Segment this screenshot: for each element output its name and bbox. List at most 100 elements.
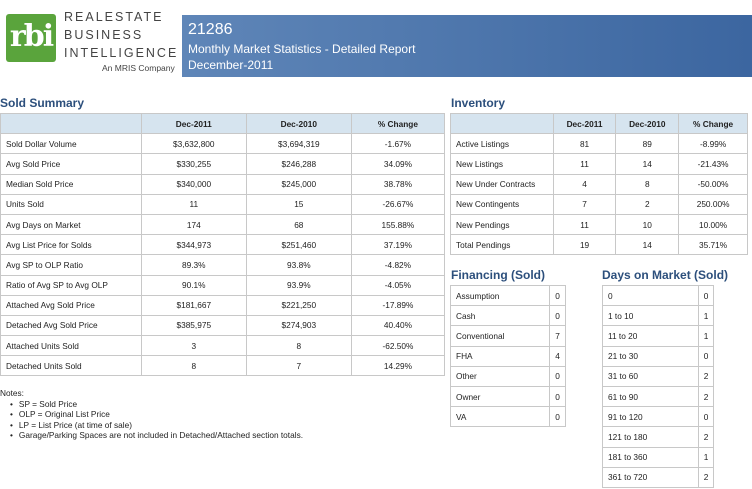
row-count: 0 bbox=[698, 406, 714, 428]
row-count: 0 bbox=[549, 284, 566, 307]
current-value: 4 bbox=[552, 173, 617, 195]
current-value: 81 bbox=[552, 133, 617, 155]
prior-value: 89 bbox=[615, 133, 680, 155]
notes-list: SP = Sold Price OLP = Original List Pric… bbox=[10, 399, 303, 441]
row-count: 0 bbox=[698, 284, 714, 307]
prior-value: 14 bbox=[615, 153, 680, 175]
column-header: Dec-2011 bbox=[552, 112, 617, 135]
percent-change: -4.82% bbox=[350, 254, 446, 276]
table-row: Avg Sold Price $330,255 $246,288 34.09% bbox=[0, 153, 446, 175]
table-row: 31 to 60 2 bbox=[601, 365, 714, 387]
logo-mark: rbi bbox=[6, 14, 56, 62]
sold-summary-table: Dec-2011 Dec-2010 % Change Sold Dollar V… bbox=[0, 112, 446, 377]
current-value: 90.1% bbox=[140, 274, 247, 296]
row-label: Avg Days on Market bbox=[0, 213, 142, 236]
table-row: VA 0 bbox=[449, 406, 566, 428]
prior-value: 93.8% bbox=[245, 254, 352, 276]
table-row: Attached Avg Sold Price $181,667 $221,250-… bbox=[0, 294, 446, 316]
table-row: Sold Dollar Volume $3,632,800 $3,694,319 -1… bbox=[0, 133, 446, 155]
row-label: FHA bbox=[449, 345, 551, 367]
current-value: $330,255 bbox=[140, 153, 247, 175]
note-item: SP = Sold Price bbox=[10, 399, 303, 410]
prior-value: $245,000 bbox=[245, 173, 352, 195]
table-row: FHA 4 bbox=[449, 345, 566, 367]
table-row: 361 to 720 2 bbox=[601, 466, 714, 488]
table-row: 21 to 30 0 bbox=[601, 345, 714, 367]
table-row: Assumption 0 bbox=[449, 284, 566, 307]
percent-change: -21.43% bbox=[678, 153, 748, 175]
prior-value: 15 bbox=[245, 193, 352, 215]
table-row: 11 to 20 1 bbox=[601, 325, 714, 347]
table-row: Median Sold Price $340,000 $245,000 38.78% bbox=[0, 173, 446, 195]
prior-value: 68 bbox=[245, 213, 352, 236]
prior-value: $251,460 bbox=[245, 234, 352, 256]
inventory-table: Dec-2011 Dec-2010 % Change Active Listin… bbox=[450, 112, 748, 256]
report-title: Monthly Market Statistics - Detailed Rep… bbox=[188, 42, 416, 56]
table-row: 61 to 90 2 bbox=[601, 385, 714, 408]
column-header: Dec-2010 bbox=[245, 112, 352, 135]
table-row: Other 0 bbox=[449, 365, 566, 387]
logo-subtitle: An MRIS Company bbox=[102, 63, 175, 73]
row-label: New Pendings bbox=[450, 213, 554, 236]
prior-value: 7 bbox=[245, 355, 352, 377]
report-banner: 21286 Monthly Market Statistics - Detail… bbox=[182, 15, 752, 77]
row-count: 4 bbox=[549, 345, 566, 367]
row-label: Ratio of Avg SP to Avg OLP bbox=[0, 274, 142, 296]
row-label: 21 to 30 bbox=[601, 345, 700, 367]
percent-change: 37.19% bbox=[350, 234, 446, 256]
current-value: 89.3% bbox=[140, 254, 247, 276]
prior-value: $274,903 bbox=[245, 314, 352, 337]
row-label: Units Sold bbox=[0, 193, 142, 215]
logo-text-line3: INTELLIGENCE bbox=[64, 46, 179, 60]
percent-change: 38.78% bbox=[350, 173, 446, 195]
column-header: % Change bbox=[678, 112, 748, 135]
percent-change: 40.40% bbox=[350, 314, 446, 337]
prior-value: 10 bbox=[615, 213, 680, 236]
row-count: 2 bbox=[698, 365, 714, 387]
row-count: 2 bbox=[698, 426, 714, 448]
prior-value: 2 bbox=[615, 193, 680, 215]
current-value: 11 bbox=[140, 193, 247, 215]
report-period: December-2011 bbox=[188, 58, 274, 72]
note-item: OLP = Original List Price bbox=[10, 409, 303, 420]
prior-value: $3,694,319 bbox=[245, 133, 352, 155]
row-count: 7 bbox=[549, 325, 566, 347]
current-value: $344,973 bbox=[140, 234, 247, 256]
current-value: 11 bbox=[552, 213, 617, 236]
percent-change: 35.71% bbox=[678, 234, 748, 256]
row-label: Avg SP to OLP Ratio bbox=[0, 254, 142, 276]
table-row: Attached Units Sold 3 8 -62.50% bbox=[0, 335, 446, 357]
table-row: Cash 0 bbox=[449, 305, 566, 327]
row-label: 1 to 10 bbox=[601, 305, 700, 327]
table-row: 91 to 120 0 bbox=[601, 406, 714, 428]
row-label: Active Listings bbox=[450, 133, 554, 155]
row-label: 91 to 120 bbox=[601, 406, 700, 428]
row-label: VA bbox=[449, 406, 551, 428]
percent-change: 14.29% bbox=[350, 355, 446, 377]
column-header: Dec-2010 bbox=[615, 112, 680, 135]
percent-change: -62.50% bbox=[350, 335, 446, 357]
table-row: 181 to 360 1 bbox=[601, 446, 714, 468]
table-row: Total Pendings 19 14 35.71% bbox=[450, 234, 748, 256]
table-row: New Contingents 7 2 250.00% bbox=[450, 193, 748, 215]
current-value: 19 bbox=[552, 234, 617, 256]
percent-change: -50.00% bbox=[678, 173, 748, 195]
table-row: Avg SP to OLP Ratio 89.3% 93.8% -4.82% bbox=[0, 254, 446, 276]
row-label: 361 to 720 bbox=[601, 466, 700, 488]
row-label: Attached Avg Sold Price bbox=[0, 294, 142, 316]
current-value: 7 bbox=[552, 193, 617, 215]
table-row: Detached Avg Sold Price $385,975 $274,903 4… bbox=[0, 314, 446, 337]
row-label: Median Sold Price bbox=[0, 173, 142, 195]
prior-value: $246,288 bbox=[245, 153, 352, 175]
row-count: 0 bbox=[549, 385, 566, 408]
row-count: 1 bbox=[698, 325, 714, 347]
column-header: % Change bbox=[350, 112, 446, 135]
percent-change: 155.88% bbox=[350, 213, 446, 236]
prior-value: $221,250 bbox=[245, 294, 352, 316]
percent-change: -26.67% bbox=[350, 193, 446, 215]
row-label: 181 to 360 bbox=[601, 446, 700, 468]
row-label: Owner bbox=[449, 385, 551, 408]
percent-change: -4.05% bbox=[350, 274, 446, 296]
current-value: $385,975 bbox=[140, 314, 247, 337]
